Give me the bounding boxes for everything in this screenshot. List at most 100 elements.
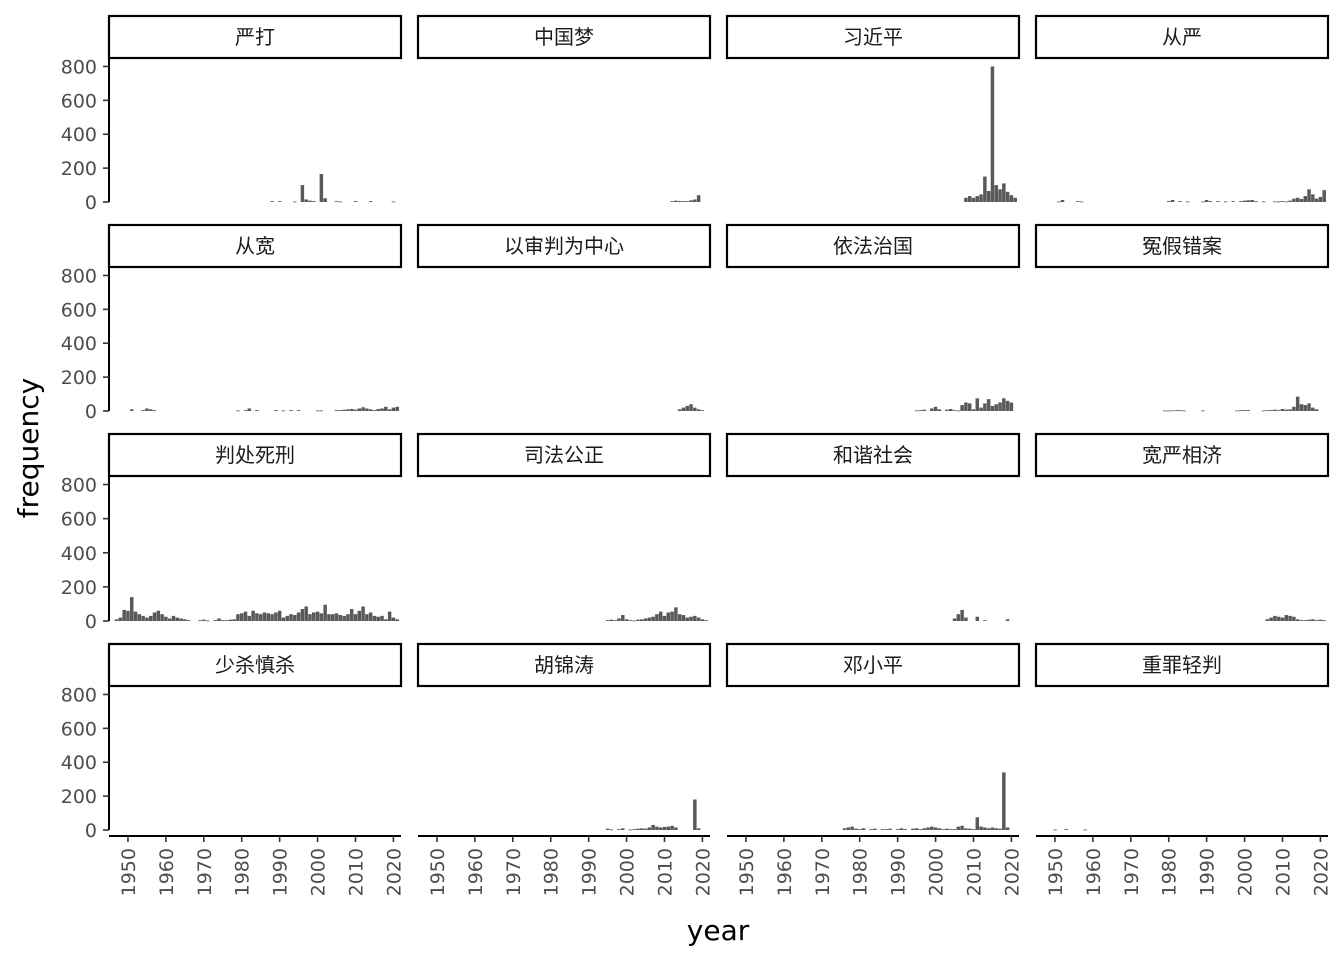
bar [643, 828, 648, 830]
bar [338, 615, 343, 621]
bar [361, 606, 365, 621]
bar [975, 398, 980, 411]
bar [368, 409, 373, 411]
bar [662, 826, 667, 830]
bar [277, 610, 282, 621]
bar [1299, 404, 1304, 411]
bar [258, 614, 263, 621]
bar [319, 174, 324, 202]
bar [696, 195, 701, 202]
bar [850, 826, 854, 830]
bar [1005, 619, 1010, 621]
facet-strip-label: 依法治国 [833, 234, 913, 258]
bar [986, 828, 991, 830]
x-tick-label: 1960 [1083, 848, 1105, 896]
bar [1005, 400, 1010, 411]
y-tick-label: 600 [61, 299, 97, 321]
facet-strip-label: 重罪轻判 [1142, 653, 1222, 677]
bar [1276, 410, 1281, 411]
bar [1163, 410, 1167, 412]
bar [334, 201, 339, 202]
bar [693, 799, 697, 830]
bar [145, 617, 149, 621]
bar [167, 618, 172, 621]
bar [948, 408, 953, 411]
x-tick-label: 1980 [541, 848, 563, 896]
bar [696, 409, 701, 411]
bar [186, 620, 191, 621]
bar [990, 405, 995, 411]
bar [1170, 410, 1175, 412]
bar [221, 620, 225, 621]
bar [365, 614, 369, 621]
bar [655, 826, 659, 830]
bar [1053, 829, 1057, 831]
bar [1311, 407, 1315, 411]
bar [330, 614, 335, 621]
bar [1292, 198, 1296, 202]
bar [308, 200, 312, 202]
bar [639, 828, 644, 830]
facet-panel-11: 和谐社会 [725, 432, 1021, 621]
facet-strip [107, 432, 403, 478]
x-tick-label: 1990 [270, 848, 292, 896]
bar [255, 613, 259, 621]
facet-panel-9: 判处死刑 0 200 400 600 800 [61, 432, 403, 633]
bar [617, 829, 621, 830]
bar [880, 829, 885, 830]
bar [636, 619, 640, 621]
bar [202, 619, 206, 621]
bar [895, 829, 900, 830]
bar [945, 409, 949, 411]
bar [964, 617, 968, 621]
y-tick-label: 0 [85, 611, 97, 633]
facet-strip-label: 从严 [1162, 25, 1202, 49]
bar [956, 614, 961, 621]
bar [624, 619, 629, 621]
x-tick-label: 2000 [1235, 848, 1257, 896]
bar [319, 613, 324, 621]
bar [670, 825, 674, 830]
bar [873, 828, 877, 830]
bar [1223, 201, 1228, 203]
bar [315, 611, 320, 621]
bar [338, 201, 343, 203]
bar [1299, 620, 1304, 621]
bar [628, 829, 633, 831]
bar [971, 409, 976, 411]
bar [986, 190, 991, 202]
bar [681, 407, 686, 411]
bar [365, 408, 369, 411]
bar [613, 620, 617, 621]
bar [236, 410, 240, 412]
bar [126, 610, 130, 621]
bar [674, 827, 678, 830]
bar [281, 617, 286, 621]
bar [685, 617, 689, 621]
bar [609, 619, 614, 621]
bar [1273, 615, 1277, 621]
x-tick-label: 1990 [888, 848, 910, 896]
bar [285, 615, 289, 621]
bar [605, 620, 610, 621]
bar [670, 611, 674, 621]
bar [266, 613, 271, 621]
x-tick-label: 1960 [774, 848, 796, 896]
bar [1280, 617, 1285, 621]
bar [696, 828, 701, 830]
bar [1314, 409, 1319, 411]
bar [926, 827, 930, 830]
bar [1307, 619, 1311, 621]
bar [658, 827, 663, 830]
bar [636, 828, 640, 830]
bar [869, 829, 873, 830]
bar [937, 828, 942, 830]
bar [1178, 201, 1182, 202]
bar [349, 609, 354, 621]
facet-strip-label: 判处死刑 [215, 443, 295, 467]
bar [994, 828, 998, 830]
facet-strip-label: 邓小平 [843, 653, 903, 677]
bar [376, 408, 380, 411]
bar [346, 409, 350, 411]
bar [1261, 410, 1266, 412]
